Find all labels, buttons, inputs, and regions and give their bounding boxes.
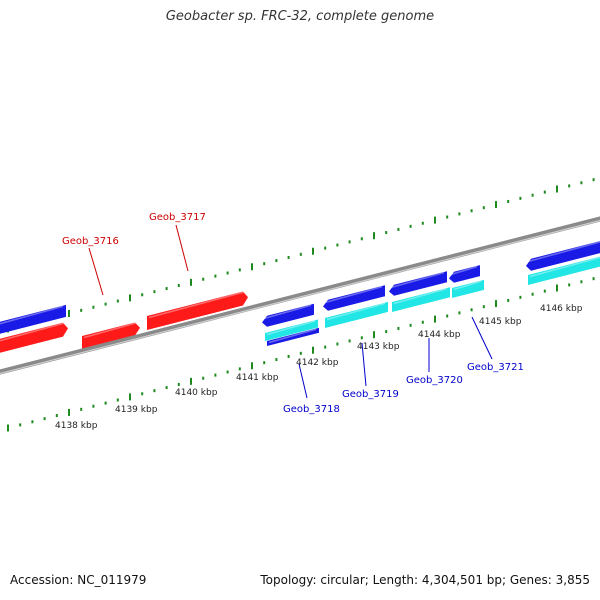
callout-line: [298, 363, 308, 399]
gene-callouts: [88, 224, 493, 399]
reverse-gene-arrow: [323, 285, 385, 311]
accession-label: Accession: NC_011979: [10, 573, 147, 587]
reverse-gene-arrow-shine: [324, 285, 383, 304]
scale-label: 4146 kbp: [540, 304, 583, 314]
gene-label-forward: Geob_3716: [62, 236, 119, 247]
reverse-gene-arrow-shine: [527, 241, 600, 263]
reverse-gene-arrow-shine: [0, 305, 64, 325]
forward-gene-arrow-shine: [83, 321, 138, 339]
gene-label-reverse: Geob_3718: [283, 404, 340, 415]
cds-feature: [452, 279, 484, 298]
reverse-gene-arrow: [526, 241, 600, 271]
lower-tick-track: [7, 277, 595, 432]
callout-line: [88, 247, 104, 296]
forward-gene-arrow: [147, 291, 248, 330]
scale-label: 4145 kbp: [479, 317, 522, 327]
scale-label: 4139 kbp: [115, 405, 158, 415]
reverse-gene-arrow: [389, 271, 447, 296]
callout-line: [361, 342, 367, 387]
reverse-gene-arrow: [262, 303, 314, 327]
feature-track: [0, 241, 600, 353]
cds-feature-shine: [529, 256, 600, 278]
forward-gene-arrow: [0, 322, 68, 353]
cds-feature-shine: [453, 280, 482, 291]
cds-feature-shine: [393, 287, 448, 305]
callout-line: [471, 316, 493, 360]
cds-feature: [265, 319, 318, 341]
scale-label: 4138 kbp: [55, 421, 98, 431]
gene-label-reverse: Geob_3719: [342, 389, 399, 400]
genome-summary: Topology: circular; Length: 4,304,501 bp…: [260, 573, 590, 587]
cds-feature-shine: [266, 320, 316, 336]
callout-line: [175, 224, 189, 272]
gene-label-reverse: Geob_3720: [406, 375, 463, 386]
scale-label: 4141 kbp: [236, 373, 279, 383]
genome-backbone: [0, 216, 600, 375]
forward-gene-arrow-shine: [0, 322, 66, 342]
gene-label-forward: Geob_3717: [149, 212, 206, 223]
reverse-gene-arrow-shine: [450, 265, 478, 276]
scale-label: 4143 kbp: [357, 342, 400, 352]
scale-label: 4140 kbp: [175, 388, 218, 398]
reverse-gene-arrow-shine: [263, 304, 312, 320]
reverse-gene-arrow: [267, 327, 319, 346]
map-title: Geobacter sp. FRC-32, complete genome: [165, 9, 435, 24]
backbone-line: [0, 216, 600, 375]
cds-feature: [392, 287, 450, 312]
cds-feature-shine: [326, 302, 386, 321]
reverse-gene-arrow: [0, 304, 66, 334]
reverse-gene-arrow-shine: [268, 328, 317, 344]
forward-gene-arrow-shine: [148, 291, 246, 319]
forward-gene-arrow: [82, 322, 140, 349]
scale-label: 4142 kbp: [296, 358, 339, 368]
reverse-gene-arrow-shine: [390, 271, 445, 289]
backbone-highlight: [0, 219, 600, 375]
cds-feature: [325, 301, 388, 328]
gene-label-reverse: Geob_3721: [467, 362, 524, 373]
cds-feature: [528, 256, 600, 285]
scale-label: 4144 kbp: [418, 330, 461, 340]
reverse-gene-arrow: [449, 265, 480, 283]
